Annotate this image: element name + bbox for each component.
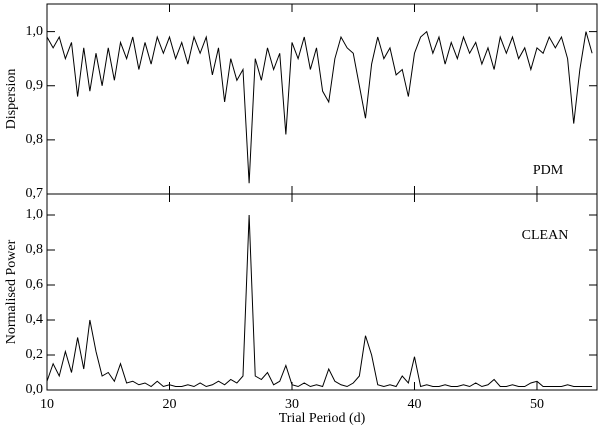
data-line: [46, 214, 593, 388]
x-tick-label: 50: [530, 397, 544, 412]
x-tick-label: 10: [40, 397, 54, 412]
y-tick-label: 0,6: [26, 277, 44, 292]
y-tick-label: 0,8: [26, 132, 44, 147]
panel-annotation: PDM: [533, 163, 564, 178]
y-tick-label: 0,4: [26, 312, 44, 327]
y-tick-label: 0,9: [26, 78, 44, 93]
plot-frame: [46, 193, 598, 391]
x-tick-label: 30: [285, 397, 299, 412]
y-tick-label: 0,0: [26, 382, 44, 397]
y-tick-label: 0,8: [26, 242, 44, 257]
y-axis-label: Normalised Power: [4, 239, 19, 344]
plot-frame: [46, 3, 598, 195]
y-axis-label: Dispersion: [4, 69, 19, 130]
data-line: [46, 30, 593, 184]
y-tick-label: 0,7: [26, 186, 44, 201]
panel-annotation: CLEAN: [522, 228, 569, 243]
y-tick-label: 1,0: [26, 24, 44, 39]
x-tick-label: 40: [407, 397, 421, 412]
x-axis-label: Trial Period (d): [279, 411, 366, 426]
x-tick-label: 20: [162, 397, 176, 412]
y-tick-label: 0,2: [26, 347, 44, 362]
y-tick-label: 1,0: [26, 207, 44, 222]
